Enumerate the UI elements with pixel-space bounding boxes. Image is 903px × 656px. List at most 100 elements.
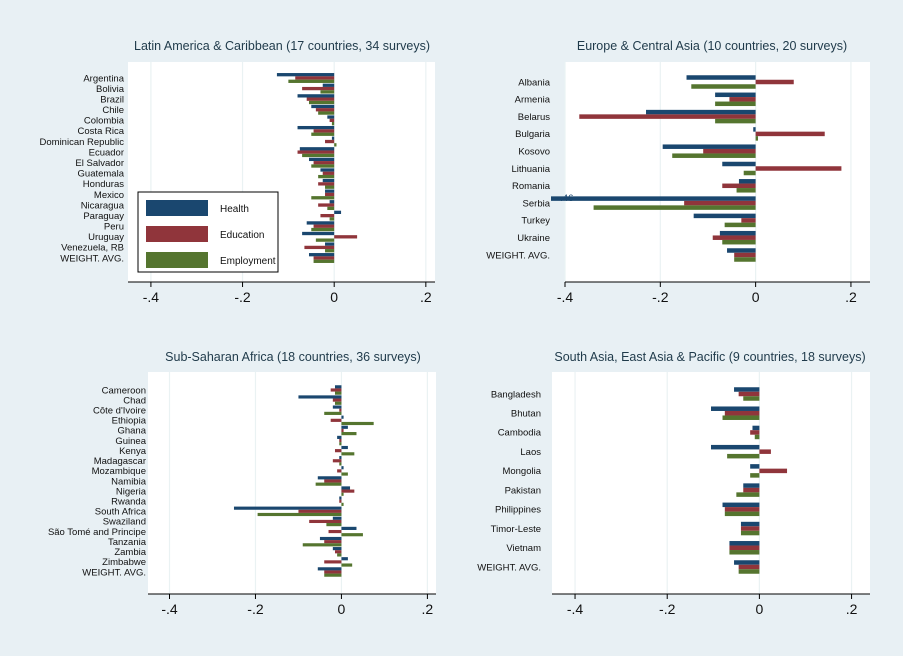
bar-education: [330, 388, 342, 392]
category-label: Ukraine: [517, 233, 550, 244]
bar-education: [750, 430, 760, 435]
category-label: Mongolia: [502, 466, 541, 477]
bar-education: [734, 252, 756, 258]
bar-education: [322, 171, 335, 175]
category-label: Nicaragua: [81, 200, 125, 211]
bar-employment: [341, 563, 353, 567]
bar-education: [330, 418, 342, 422]
legend-swatch: [146, 200, 208, 216]
bar-education: [738, 564, 760, 570]
bar-education: [743, 487, 760, 493]
bar-health: [711, 444, 760, 450]
bar-employment: [308, 100, 335, 105]
category-label: Guatemala: [78, 169, 125, 180]
bar-health: [341, 415, 344, 419]
bar-employment: [288, 79, 335, 83]
bar-health: [753, 127, 756, 132]
bar-health: [339, 496, 342, 500]
bar-employment: [736, 188, 756, 193]
plot-area: [565, 62, 870, 282]
bar-employment: [341, 421, 374, 426]
category-label: Chile: [102, 105, 124, 116]
bar-education: [729, 97, 756, 102]
bar-employment: [337, 553, 342, 557]
category-label: Colombia: [84, 116, 125, 127]
bar-health: [329, 200, 335, 204]
bar-employment: [329, 217, 335, 221]
category-label: Bolivia: [96, 84, 125, 95]
category-label: Madagascar: [94, 456, 146, 467]
bar-health: [743, 483, 760, 488]
legend-swatch: [146, 226, 208, 242]
category-label: Zambia: [114, 547, 146, 558]
category-label: Rwanda: [111, 497, 147, 508]
panel-1: -.4 -.2 0 .2 Latin America & Caribbean (17 c…: [40, 39, 435, 305]
bar-education: [302, 86, 335, 91]
bar-education: [306, 97, 335, 101]
x-tick-label: -.2: [652, 289, 669, 305]
bar-health: [341, 526, 357, 530]
category-label: Kenya: [119, 446, 147, 457]
bar-health: [334, 385, 342, 389]
bar-employment: [324, 573, 342, 577]
bar-employment: [727, 453, 760, 459]
bar-education: [337, 469, 342, 473]
category-label: Kosovo: [518, 147, 550, 158]
bar-employment: [754, 434, 760, 440]
category-label: Côte d'Ivoire: [93, 406, 146, 417]
bar-education: [724, 507, 760, 512]
category-label: Bulgaria: [515, 129, 551, 140]
category-label: Timor-Leste: [491, 524, 541, 535]
bar-health: [233, 506, 342, 510]
category-label: WEIGHT. AVG.: [82, 567, 146, 578]
category-label: Belarus: [518, 112, 550, 123]
bar-education: [332, 398, 342, 402]
bar-health: [734, 387, 760, 392]
bar-education: [703, 148, 756, 154]
bar-employment: [743, 396, 760, 401]
bar-health: [341, 425, 348, 429]
category-label: Lithuania: [511, 164, 550, 175]
x-tick-label: -.4: [161, 601, 178, 617]
x-tick-label: -.2: [659, 601, 676, 617]
bar-health: [332, 516, 342, 520]
bar-education: [334, 449, 342, 453]
bar-health: [686, 75, 756, 80]
category-label: Namibia: [111, 476, 147, 487]
bar-education: [318, 203, 335, 207]
legend-label: Education: [220, 230, 264, 241]
panel-title: Latin America & Caribbean (17 countries,…: [134, 39, 430, 53]
bar-health: [734, 560, 760, 565]
bar-education: [320, 213, 335, 218]
bar-employment: [722, 415, 760, 420]
bar-education: [304, 245, 335, 250]
panel-3: -.4 -.2 0 .2 Sub-Saharan Africa (18 countrie…: [48, 350, 436, 617]
bar-employment: [750, 473, 760, 478]
bar-health: [551, 196, 756, 201]
category-label: Pakistan: [505, 485, 541, 496]
plot-area: [552, 372, 870, 594]
category-label: Venezuela, RB: [61, 243, 124, 254]
bar-education: [579, 114, 756, 119]
legend: Health Education Employment: [137, 191, 279, 273]
bar-health: [311, 104, 335, 109]
x-tick-label: 0: [338, 601, 346, 617]
category-label: Cambodia: [498, 428, 542, 439]
category-label: Albania: [518, 77, 550, 88]
bar-education: [712, 235, 756, 240]
category-label: Tanzania: [108, 537, 147, 548]
x-tick-label: .2: [846, 601, 858, 617]
bar-health: [325, 242, 335, 246]
category-label: Ecuador: [89, 147, 124, 158]
bar-health: [327, 115, 335, 119]
category-label: Guinea: [115, 436, 146, 447]
x-tick-label: -.4: [143, 289, 160, 305]
bar-education: [325, 139, 335, 144]
bar-health: [331, 136, 335, 140]
bar-employment: [334, 401, 342, 405]
panel-4: -.4 -.2 0 .2 South Asia, East Asia & Pacific…: [477, 350, 870, 617]
bar-education: [324, 540, 342, 544]
plot-area: [148, 372, 436, 594]
category-label: Peru: [104, 222, 124, 233]
